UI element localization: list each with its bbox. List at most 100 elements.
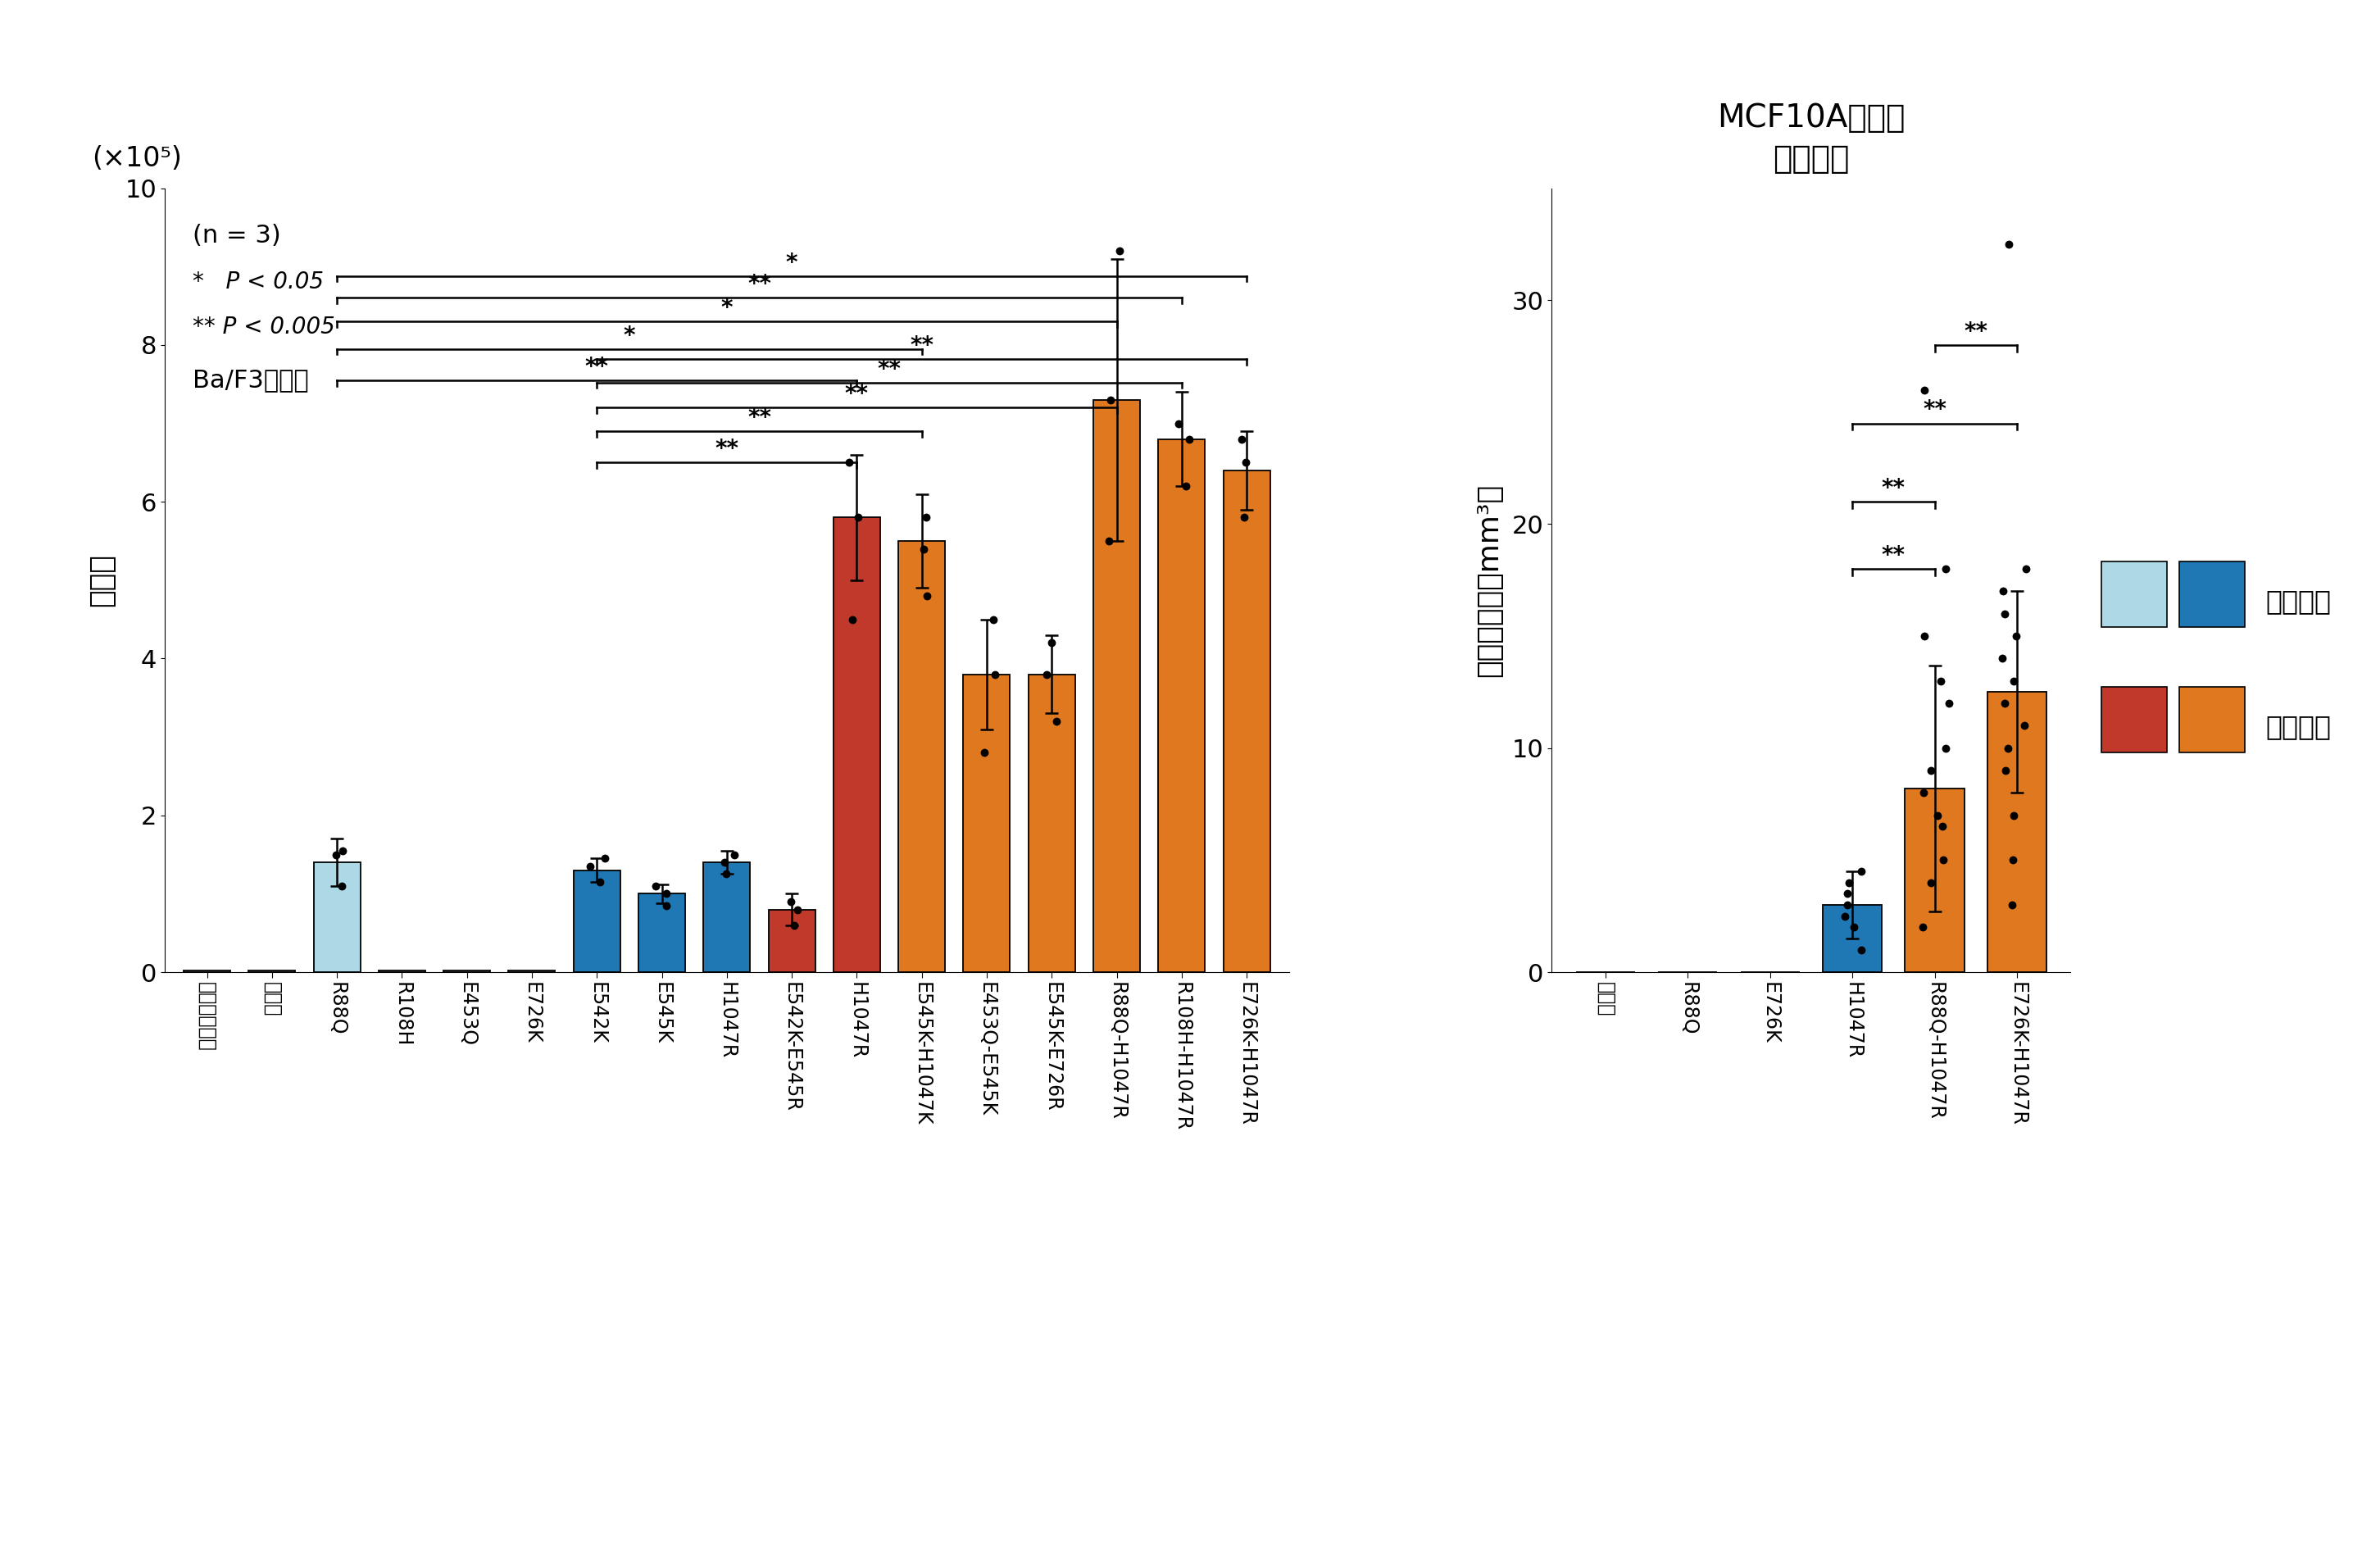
Point bbox=[706, 850, 744, 875]
Bar bbox=[1158, 439, 1205, 972]
Text: (n = 3): (n = 3) bbox=[193, 223, 280, 248]
Text: **: ** bbox=[748, 273, 772, 296]
Point bbox=[1831, 870, 1868, 895]
Point bbox=[1172, 426, 1209, 452]
Point bbox=[965, 740, 1002, 765]
Text: Ba/F3細胞株: Ba/F3細胞株 bbox=[193, 368, 308, 392]
Point bbox=[1092, 387, 1129, 412]
Bar bbox=[574, 870, 621, 972]
Point bbox=[1826, 903, 1864, 928]
Point bbox=[647, 881, 685, 906]
Bar bbox=[379, 971, 426, 972]
Text: 単独変異: 単独変異 bbox=[2266, 588, 2332, 615]
Point bbox=[1089, 528, 1127, 554]
Point bbox=[1906, 624, 1944, 649]
Point bbox=[1228, 450, 1266, 475]
Point bbox=[831, 450, 868, 475]
Text: **: ** bbox=[715, 437, 739, 461]
Point bbox=[1906, 378, 1944, 403]
Bar bbox=[638, 894, 685, 972]
Point bbox=[1828, 892, 1866, 917]
Text: 複数変異: 複数変異 bbox=[2266, 713, 2332, 740]
Bar bbox=[442, 971, 489, 972]
Bar bbox=[1906, 789, 1965, 972]
Point bbox=[572, 853, 609, 878]
Point bbox=[776, 913, 814, 938]
Point bbox=[1986, 757, 2024, 782]
Text: *: * bbox=[720, 296, 732, 320]
Point bbox=[1925, 814, 1962, 839]
Point bbox=[325, 837, 362, 862]
Point bbox=[1842, 859, 1880, 884]
Point bbox=[1927, 735, 1965, 760]
Point bbox=[1904, 914, 1941, 939]
Text: **: ** bbox=[845, 383, 868, 406]
Text: *   P < 0.05: * P < 0.05 bbox=[193, 270, 325, 293]
Bar bbox=[249, 971, 296, 972]
Bar bbox=[899, 541, 946, 972]
Point bbox=[581, 869, 619, 894]
Point bbox=[1038, 709, 1075, 734]
Text: **: ** bbox=[878, 358, 901, 381]
Bar bbox=[1988, 691, 2047, 972]
Point bbox=[1986, 601, 2024, 626]
Point bbox=[1842, 938, 1880, 963]
Bar bbox=[508, 971, 555, 972]
Point bbox=[1913, 870, 1951, 895]
Point bbox=[2005, 713, 2042, 739]
Bar bbox=[1224, 470, 1271, 972]
Text: *: * bbox=[624, 325, 635, 347]
Text: **: ** bbox=[748, 406, 772, 430]
Point bbox=[1927, 557, 1965, 582]
Point bbox=[1993, 848, 2031, 873]
Y-axis label: 腫癢サイズ（mm³）: 腫癢サイズ（mm³） bbox=[1475, 483, 1504, 677]
Point bbox=[1995, 803, 2033, 828]
Point bbox=[1995, 668, 2033, 693]
Text: ** P < 0.005: ** P < 0.005 bbox=[193, 315, 334, 339]
Title: MCF10A細胞株
皮下移植: MCF10A細胞株 皮下移植 bbox=[1718, 102, 1906, 174]
Bar bbox=[704, 862, 751, 972]
Point bbox=[1911, 757, 1948, 782]
Point bbox=[318, 842, 355, 867]
Point bbox=[1986, 691, 2024, 717]
Point bbox=[1920, 803, 1958, 828]
Point bbox=[1028, 662, 1066, 687]
Point bbox=[908, 583, 946, 608]
Text: **: ** bbox=[1965, 320, 1988, 343]
Point bbox=[1835, 914, 1873, 939]
Point bbox=[1906, 781, 1944, 806]
Point bbox=[1101, 238, 1139, 263]
Point bbox=[833, 607, 871, 632]
Text: **: ** bbox=[1922, 398, 1946, 422]
Text: **: ** bbox=[586, 356, 609, 378]
Text: **: ** bbox=[1882, 477, 1906, 500]
Point bbox=[974, 607, 1012, 632]
Bar bbox=[962, 674, 1009, 972]
Point bbox=[586, 847, 624, 872]
Point bbox=[715, 842, 753, 867]
Bar bbox=[184, 971, 231, 972]
Text: *: * bbox=[786, 251, 798, 274]
Bar bbox=[769, 909, 814, 972]
Point bbox=[908, 505, 946, 530]
Bar bbox=[1028, 674, 1075, 972]
Bar bbox=[1094, 400, 1141, 972]
Point bbox=[647, 892, 685, 917]
Text: **: ** bbox=[911, 334, 934, 358]
Point bbox=[1991, 232, 2028, 257]
Point bbox=[1922, 668, 1960, 693]
Point bbox=[1167, 474, 1205, 499]
Point bbox=[772, 889, 809, 914]
Point bbox=[1988, 735, 2026, 760]
Y-axis label: 細胞数: 細胞数 bbox=[87, 554, 115, 607]
Point bbox=[1224, 426, 1261, 452]
Point bbox=[1828, 881, 1866, 906]
Point bbox=[2007, 557, 2045, 582]
Point bbox=[1993, 892, 2031, 917]
Point bbox=[638, 873, 675, 898]
Point bbox=[1984, 646, 2021, 671]
Point bbox=[1226, 505, 1264, 530]
Point bbox=[779, 897, 816, 922]
Bar bbox=[833, 517, 880, 972]
Point bbox=[1929, 691, 1967, 717]
